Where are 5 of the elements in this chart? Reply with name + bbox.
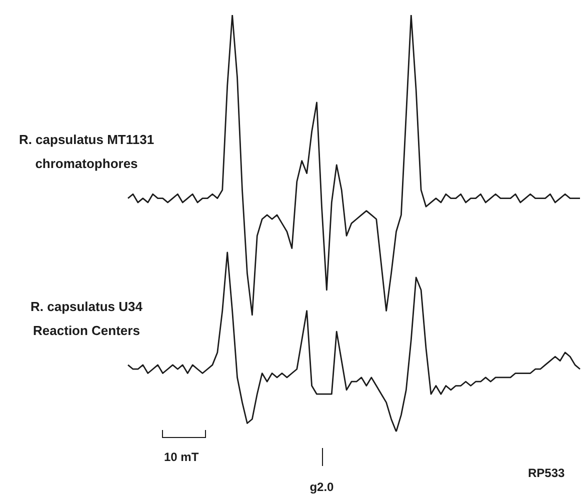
text: R. capsulatus U34 Reaction Centers — [30, 298, 144, 340]
series-label: R. capsulatus MT1131 chromatophores — [18, 131, 156, 174]
text: RP533 — [528, 466, 565, 480]
text: g2.0 — [310, 480, 334, 494]
text: 10 mT — [164, 450, 199, 464]
